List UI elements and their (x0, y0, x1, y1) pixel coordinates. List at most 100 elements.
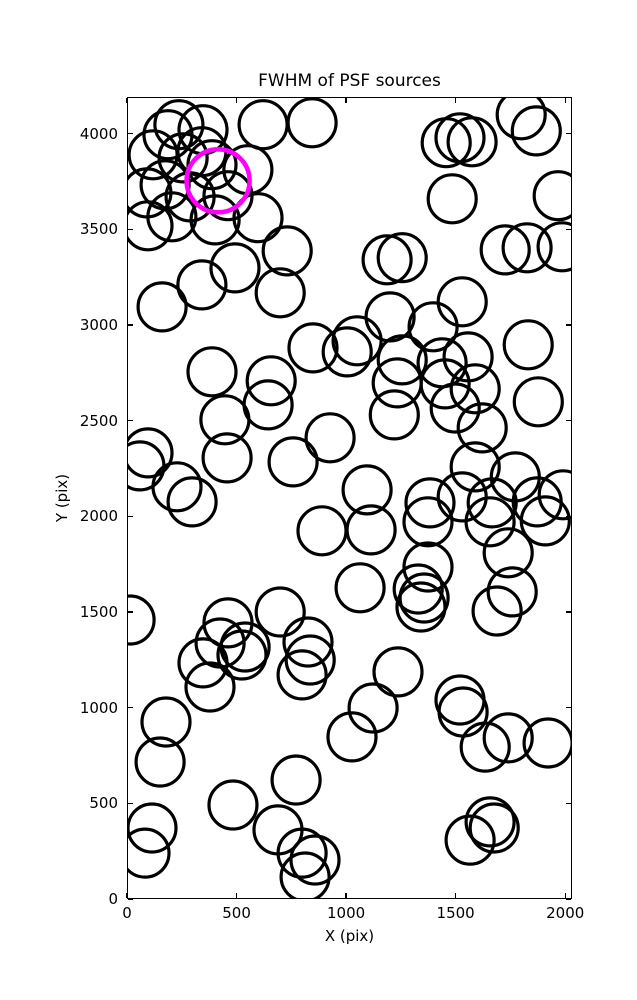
y-tick (565, 132, 571, 135)
x-tick-label: 2000 (546, 904, 585, 922)
psf-source-marker (127, 427, 174, 479)
psf-source-marker (279, 851, 331, 899)
psf-source-marker (510, 105, 562, 157)
psf-source-marker (536, 221, 572, 273)
psf-source-marker (207, 779, 259, 831)
y-tick (565, 419, 571, 422)
plot-area (127, 97, 572, 899)
y-tick (128, 611, 134, 613)
psf-source-marker (364, 291, 416, 343)
highlighted-source-marker (184, 147, 252, 215)
y-tick (128, 898, 134, 900)
psf-source-marker (456, 402, 508, 454)
psf-source-marker (426, 173, 478, 225)
psf-source-marker (341, 464, 393, 516)
psf-source-marker (537, 469, 572, 521)
x-tick (454, 892, 457, 898)
x-tick-label: 1000 (327, 904, 366, 922)
psf-source-marker (402, 541, 454, 593)
psf-source-marker (127, 802, 178, 854)
x-tick (345, 892, 347, 898)
y-tick-label: 0 (108, 890, 118, 908)
y-tick-label: 3000 (79, 315, 118, 334)
psf-source-marker (199, 394, 251, 446)
psf-source-marker (446, 116, 498, 168)
psf-source-marker (479, 224, 531, 276)
psf-source-marker (512, 376, 564, 428)
psf-source-marker (471, 585, 523, 637)
psf-source-marker (304, 412, 356, 464)
psf-source-marker (404, 477, 456, 529)
psf-source-marker (134, 736, 186, 788)
x-tick (126, 98, 128, 104)
y-tick (128, 515, 134, 517)
x-tick (454, 98, 457, 104)
psf-source-marker (261, 225, 313, 277)
psf-source-marker (326, 711, 378, 763)
psf-source-marker (466, 477, 518, 529)
x-tick-label: 500 (222, 904, 251, 922)
psf-source-marker (376, 334, 428, 386)
scatter-canvas (127, 97, 572, 899)
psf-source-marker (245, 355, 297, 407)
psf-source-marker (347, 682, 399, 734)
psf-source-marker (482, 527, 534, 579)
x-axis-label: X (pix) (324, 927, 375, 945)
x-tick (345, 98, 347, 104)
x-tick-label: 0 (122, 904, 132, 922)
y-tick (565, 324, 571, 326)
psf-source-marker (345, 504, 397, 556)
psf-source-marker (429, 382, 481, 434)
psf-source-marker (286, 97, 338, 149)
psf-source-marker (321, 326, 373, 378)
psf-source-marker (151, 461, 203, 513)
psf-source-marker (201, 432, 253, 484)
y-tick-label: 2000 (79, 507, 118, 526)
psf-source-marker (127, 200, 174, 252)
psf-source-marker (127, 827, 171, 879)
psf-source-marker (157, 132, 209, 184)
psf-source-marker (276, 649, 328, 701)
y-tick (128, 419, 134, 422)
x-tick (235, 892, 238, 898)
psf-source-marker (361, 234, 413, 286)
psf-source-marker (232, 192, 284, 244)
psf-source-marker (449, 441, 501, 493)
psf-source-marker (449, 363, 501, 415)
y-tick-label: 500 (89, 794, 118, 813)
psf-source-marker (334, 562, 386, 614)
psf-source-marker (464, 496, 516, 548)
psf-source-marker (270, 754, 322, 806)
psf-source-marker (331, 315, 383, 367)
x-tick (564, 98, 566, 104)
psf-source-marker (376, 232, 428, 284)
psf-source-marker (282, 616, 334, 668)
psf-source-marker (436, 276, 488, 328)
y-tick (565, 228, 571, 230)
y-tick (128, 228, 134, 230)
psf-source-marker (395, 581, 447, 633)
psf-source-marker (464, 796, 516, 848)
y-tick (128, 324, 134, 326)
psf-source-marker (289, 834, 341, 886)
psf-source-marker (237, 99, 289, 151)
psf-source-marker (146, 191, 198, 243)
y-tick (128, 132, 134, 135)
psf-source-marker (177, 637, 229, 689)
psf-source-marker (372, 646, 424, 698)
psf-source-marker (176, 259, 228, 311)
y-tick (565, 898, 571, 900)
psf-source-marker (287, 322, 339, 374)
x-tick (126, 892, 128, 898)
psf-source-marker (495, 97, 547, 141)
psf-source-marker (296, 505, 348, 557)
psf-source-marker (502, 319, 554, 371)
psf-source-marker (254, 586, 306, 638)
psf-source-marker (368, 389, 420, 441)
psf-source-marker (392, 563, 444, 615)
x-tick-label: 1500 (436, 904, 475, 922)
y-tick (128, 706, 134, 709)
psf-source-marker (407, 301, 459, 353)
psf-source-marker (216, 629, 268, 681)
psf-source-marker (486, 566, 538, 618)
